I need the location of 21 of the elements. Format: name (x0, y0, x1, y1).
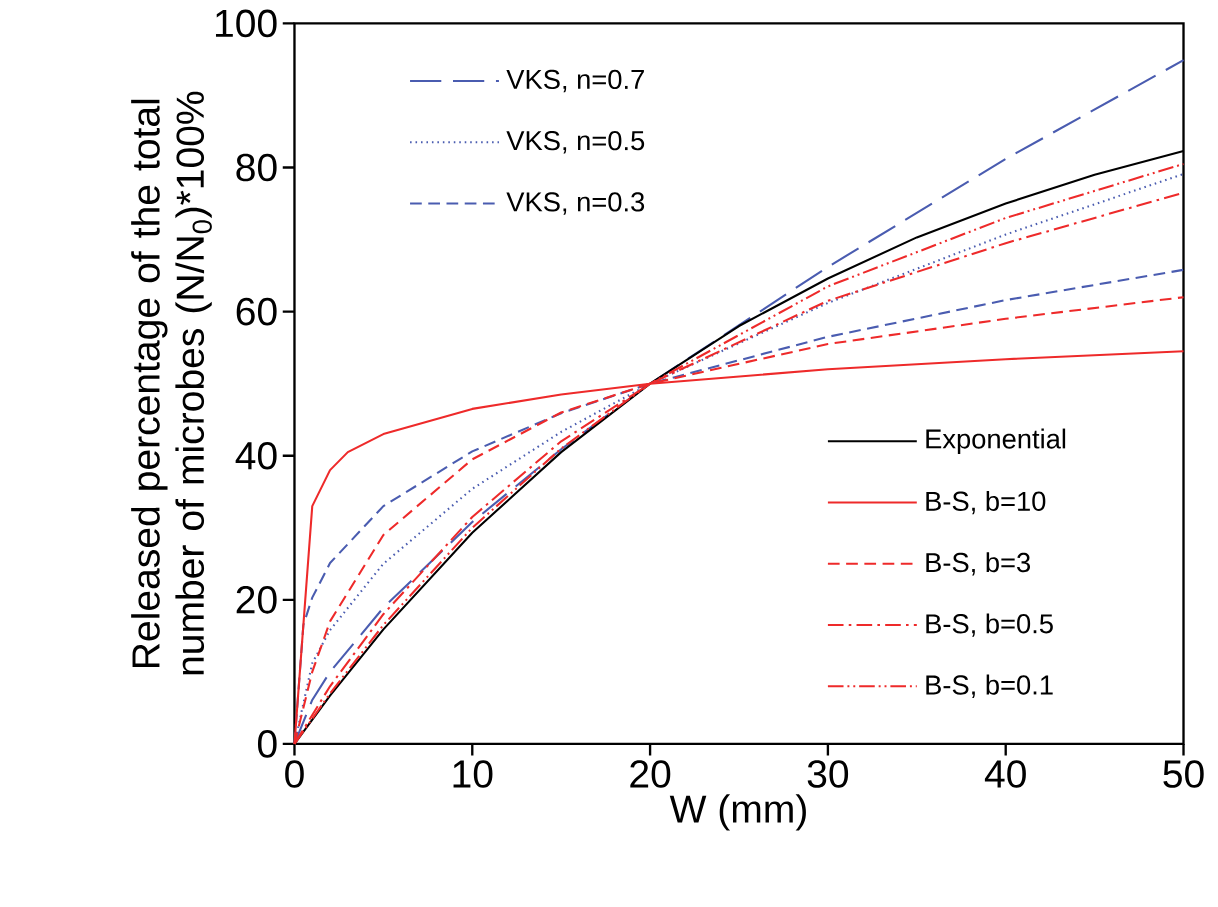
legend-label: VKS, n=0.3 (506, 192, 645, 215)
x-tick-label: 10 (453, 760, 493, 788)
x-axis-title: W (mm) (669, 794, 806, 831)
x-tick-label: 30 (807, 760, 849, 788)
legend-label: B-S, b=3 (926, 552, 1031, 576)
legend-label: B-S, b=0.1 (926, 674, 1053, 698)
y-tick-label: 80 (236, 153, 277, 182)
legend-label: B-S, b=0.5 (926, 613, 1053, 637)
x-tick-label: 40 (984, 760, 1026, 788)
x-tick-label: 20 (630, 760, 671, 788)
y-tick-label: 20 (236, 586, 277, 614)
legend-label: VKS, n=0.5 (506, 131, 645, 154)
y-tick-label: 60 (236, 297, 277, 326)
y-tick-label: 40 (235, 441, 277, 470)
legend-label: Exponential (926, 428, 1066, 455)
x-tick-label: 0 (285, 760, 304, 788)
x-tick-label: 50 (1163, 760, 1204, 788)
legend-label: VKS, n=0.7 (506, 69, 644, 93)
legend-label: B-S, b=10 (926, 490, 1046, 515)
y-tick-label: 0 (257, 730, 277, 758)
y-tick-label: 100 (215, 9, 277, 38)
